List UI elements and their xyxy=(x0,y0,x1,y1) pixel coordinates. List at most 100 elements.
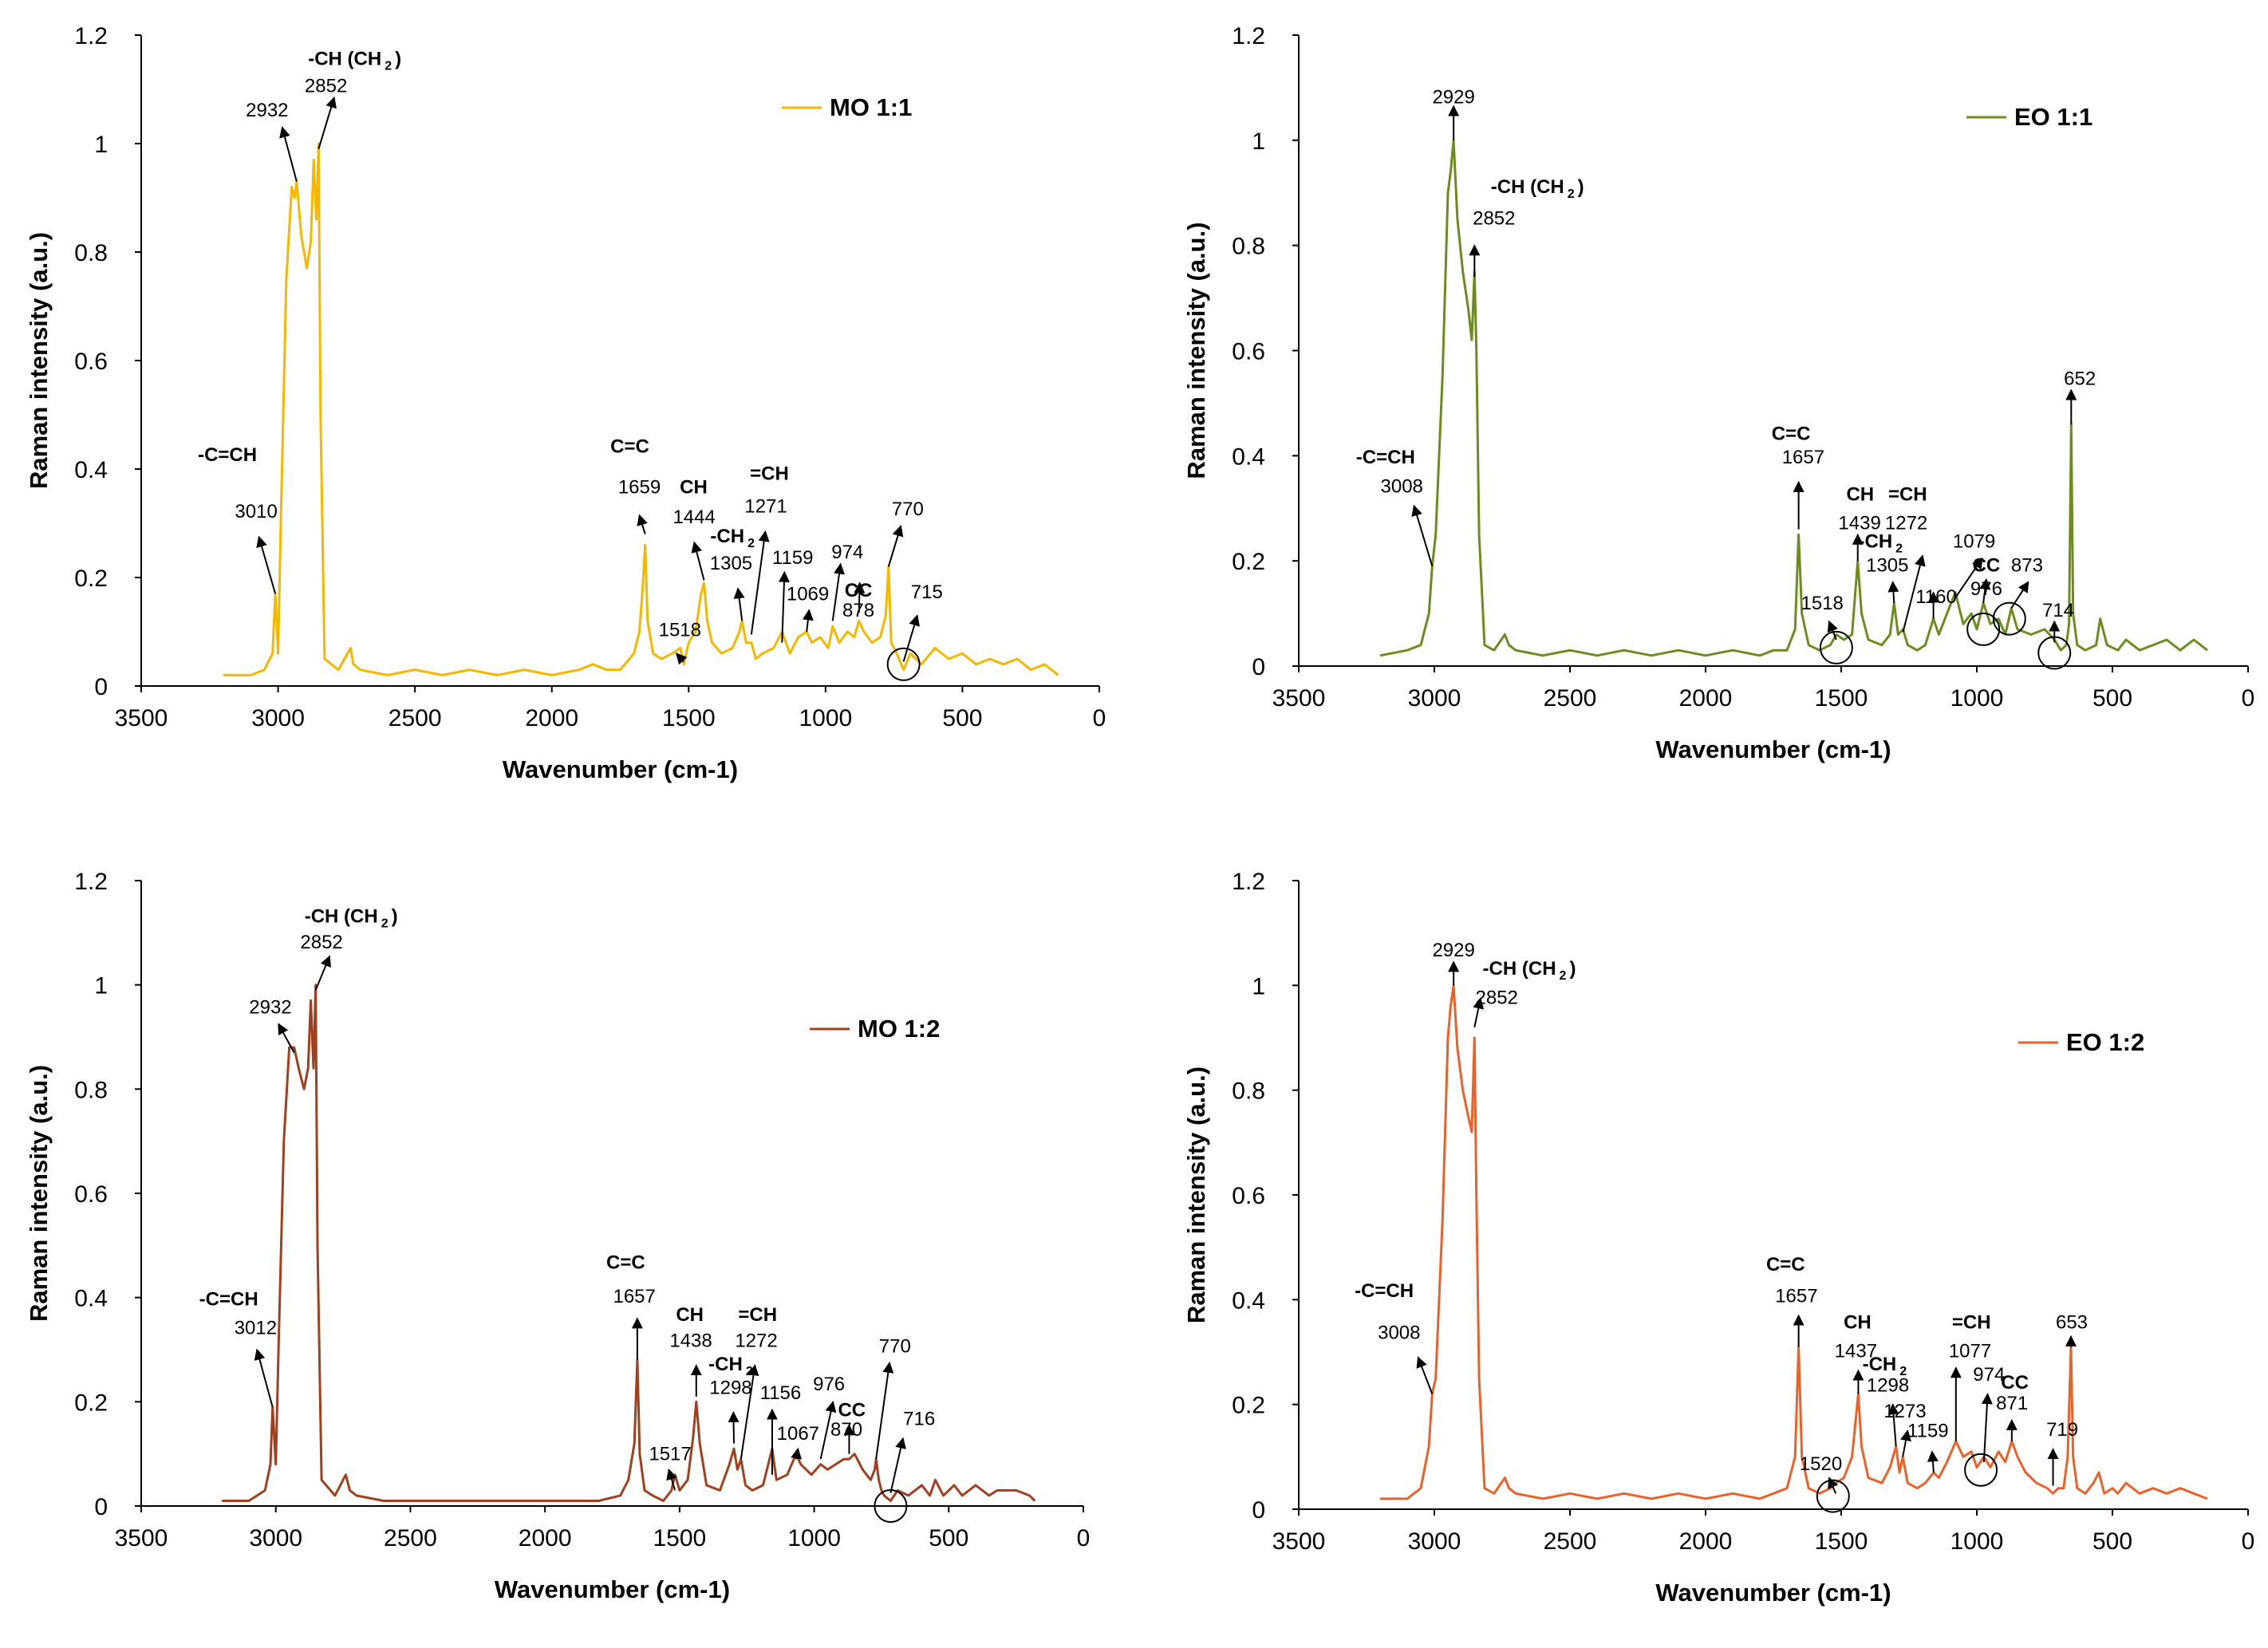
peak-arrow xyxy=(1979,578,1991,604)
peak-wavenumber-label: 871 xyxy=(1996,1393,2028,1414)
highlight-circle xyxy=(1816,1479,1850,1513)
peak-wavenumber-label: 1069 xyxy=(787,584,829,605)
peak-arrow xyxy=(819,1400,837,1460)
x-tick-label: 1500 xyxy=(662,705,716,731)
y-tick-label: 0 xyxy=(1252,654,1265,680)
y-tick-label: 0.4 xyxy=(74,1286,108,1312)
peak-assignment-label: =CH xyxy=(738,1304,777,1326)
peak-wavenumber-label: 1156 xyxy=(760,1382,802,1404)
x-tick-label: 1000 xyxy=(799,705,852,731)
peak-wavenumber-label: 1657 xyxy=(613,1286,655,1307)
x-tick-label: 3000 xyxy=(249,1525,302,1551)
peak-wavenumber-label: 1517 xyxy=(649,1444,691,1465)
peak-assignment-label: =CH xyxy=(750,463,789,485)
peak-wavenumber-label: 770 xyxy=(879,1335,911,1357)
peak-assignment-label: CC xyxy=(845,580,873,601)
x-tick-label: 2500 xyxy=(1544,1528,1597,1555)
peak-arrow xyxy=(902,614,920,662)
peak-arrow xyxy=(1887,1403,1899,1447)
peak-wavenumber-label: 1273 xyxy=(1883,1401,1926,1422)
y-tick-label: 1.2 xyxy=(1232,23,1265,49)
spectrum-line xyxy=(222,984,1036,1502)
peak-arrow xyxy=(854,582,866,613)
peak-assignment-label: =CH xyxy=(1888,483,1927,505)
x-tick-label: 3500 xyxy=(115,705,168,731)
x-tick-label: 1500 xyxy=(1815,1528,1868,1555)
y-tick-label: 0.4 xyxy=(74,457,108,483)
peak-wavenumber-label: 715 xyxy=(911,582,943,603)
x-tick-label: 0 xyxy=(1077,1525,1091,1551)
x-tick-label: 2500 xyxy=(389,705,442,731)
peak-wavenumber-label: 1272 xyxy=(1885,513,1927,534)
chart-panel-2: 0 0.2 0.4 0.6 0.8 1 1.2 3500 3000 2500 2000 1500 100… xyxy=(1182,23,2254,763)
spectrum-line xyxy=(1380,984,2208,1500)
peak-wavenumber-label: 2929 xyxy=(1432,87,1474,108)
peak-assignment-label: C=C xyxy=(1766,1254,1805,1275)
peak-arrow xyxy=(1473,997,1485,1028)
peak-arrow xyxy=(666,1468,677,1491)
peak-assignment-label: C=C xyxy=(606,1252,645,1274)
peak-wavenumber-label: 2929 xyxy=(1432,940,1474,961)
peak-arrow xyxy=(278,1023,295,1054)
x-tick-label: 1000 xyxy=(787,1525,841,1551)
peak-assignment-label: CC xyxy=(838,1400,866,1421)
peak-wavenumber-label: 1444 xyxy=(673,507,715,528)
peak-arrow xyxy=(691,541,705,581)
y-tick-label: 0.4 xyxy=(1232,444,1265,470)
x-tick-label: 0 xyxy=(1093,705,1106,731)
y-tick-label: 0.2 xyxy=(1232,549,1265,575)
peak-assignment-label: -C=CH xyxy=(1356,447,1415,468)
chart-panel-1: 0 0.2 0.4 0.6 0.8 1 1.2 3500 3000 2500 2000 1500 100… xyxy=(25,23,1106,783)
peak-arrow xyxy=(791,1447,802,1460)
highlight-circle xyxy=(1992,601,2026,636)
peak-wavenumber-label: 716 xyxy=(903,1409,935,1430)
peak-arrow xyxy=(740,1364,759,1460)
highlight-circle xyxy=(874,1489,908,1523)
x-tick-label: 1500 xyxy=(653,1525,706,1551)
y-tick-label: 1.2 xyxy=(74,869,108,895)
peak-wavenumber-label: 1298 xyxy=(1867,1374,1909,1396)
peak-assignment-label: -CH 2 xyxy=(1859,531,1903,556)
peak-wavenumber-label: 3008 xyxy=(1378,1323,1420,1344)
peak-arrow xyxy=(2010,581,2029,609)
peak-arrow xyxy=(1887,581,1899,603)
x-tick-label: 1500 xyxy=(1815,685,1868,712)
peak-arrow xyxy=(1416,1356,1434,1394)
y-tick-label: 0.6 xyxy=(74,1181,108,1208)
peak-wavenumber-label: 1520 xyxy=(1800,1453,1842,1475)
peak-assignment-label: -CH 2 xyxy=(710,526,755,550)
legend-label: MO 1:1 xyxy=(830,93,912,121)
spectrum-line xyxy=(1379,139,2208,657)
y-tick-label: 0 xyxy=(1252,1497,1265,1524)
peak-assignment-label: CH xyxy=(1844,1311,1872,1333)
y-tick-label: 1 xyxy=(94,132,108,158)
y-tick-label: 0.6 xyxy=(74,349,108,375)
highlight-circle xyxy=(2037,636,2072,670)
y-axis-label: Raman intensity (a.u.) xyxy=(1182,222,1210,479)
peak-wavenumber-label: 1518 xyxy=(1801,593,1844,614)
peak-wavenumber-label: 719 xyxy=(2046,1419,2078,1441)
peak-wavenumber-label: 1079 xyxy=(1953,531,1995,553)
x-tick-label: 2000 xyxy=(525,705,578,731)
peak-wavenumber-label: 2932 xyxy=(246,100,288,121)
peak-arrow xyxy=(256,535,277,594)
peak-assignment-label: -CH (CH 2) xyxy=(308,48,401,73)
x-tick-label: 1000 xyxy=(1950,1528,2004,1555)
peak-wavenumber-label: 1657 xyxy=(1782,447,1824,468)
x-axis-label: Wavenumber (cm-1) xyxy=(503,755,738,783)
peak-wavenumber-label: 770 xyxy=(892,499,924,520)
y-tick-label: 0.2 xyxy=(74,566,108,592)
peak-arrow xyxy=(1902,554,1926,633)
peak-wavenumber-label: 1160 xyxy=(1915,586,1957,608)
peak-wavenumber-label: 1657 xyxy=(1775,1286,1817,1307)
peak-arrow xyxy=(1411,504,1434,567)
y-tick-label: 0.8 xyxy=(1232,1078,1265,1105)
peak-arrow xyxy=(728,1411,740,1444)
x-tick-label: 500 xyxy=(942,705,982,731)
x-tick-label: 3500 xyxy=(1272,1528,1326,1555)
x-tick-label: 0 xyxy=(2242,1528,2255,1555)
peak-arrow xyxy=(314,955,331,991)
x-tick-label: 0 xyxy=(2242,685,2255,712)
x-tick-label: 2000 xyxy=(1679,1528,1733,1555)
peak-wavenumber-label: 1077 xyxy=(1949,1341,1991,1362)
